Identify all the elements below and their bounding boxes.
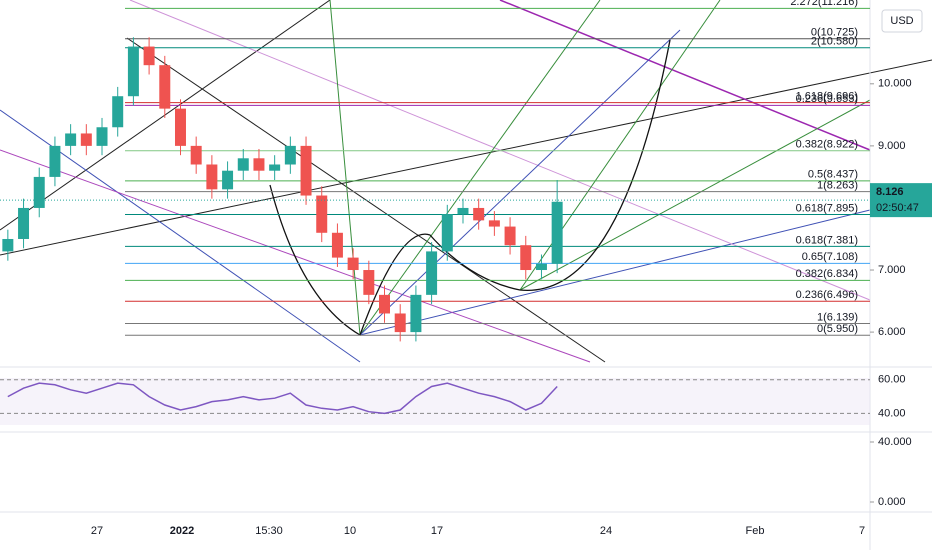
x-tick-label: 2022: [170, 525, 194, 537]
fib-label: 2(10.580): [811, 36, 858, 48]
candle-body: [143, 46, 155, 66]
fib-label: 1.618(9.696): [796, 91, 858, 103]
rsi-line: [7, 382, 558, 415]
fan-line: [359, 29, 681, 336]
last-price: 8.126: [876, 186, 904, 198]
candle-body: [174, 108, 186, 146]
candle-body: [316, 195, 328, 233]
candle-body: [80, 133, 92, 146]
fan-line: [519, 99, 871, 291]
fib-label: 0.382(6.834): [796, 268, 858, 280]
rsi-tick-label: 60.00: [878, 374, 906, 386]
currency-button[interactable]: [881, 9, 923, 33]
x-tick-label: 10: [344, 525, 356, 537]
channel-line: [499, 0, 871, 151]
candle-body: [96, 127, 108, 146]
candle-body: [127, 46, 139, 97]
x-tick-label: 24: [600, 525, 612, 537]
x-tick-label: 15:30: [255, 525, 283, 537]
fib-label: 0.618(7.895): [796, 202, 858, 214]
trend-line: [0, 59, 932, 256]
y-tick-label: 10.000: [878, 78, 912, 90]
candle-body: [363, 270, 375, 295]
candle-body: [535, 263, 547, 271]
candle-body: [394, 313, 406, 333]
fan-line: [329, 0, 361, 336]
candle-body: [206, 164, 218, 190]
fib-label: 0.236(9.653): [796, 93, 858, 105]
currency: USD: [890, 15, 913, 27]
x-tick-label: 27: [91, 525, 103, 537]
y-tick-label: 9.000: [878, 140, 906, 152]
fib-label: 0.5(8.437): [808, 169, 858, 181]
candle-body: [551, 201, 563, 264]
candle-body: [300, 145, 312, 196]
candle-body: [18, 207, 30, 239]
candle-body: [222, 170, 234, 190]
fib-label: 0.236(6.496): [796, 289, 858, 301]
candle-body: [520, 245, 532, 271]
fib-label: 2.272(11.216): [790, 0, 858, 8]
candle-body: [284, 145, 296, 165]
x-tick-label: Feb: [746, 525, 765, 537]
candle-body: [504, 226, 516, 246]
fib-label: 0.382(8.922): [796, 139, 858, 151]
candle-body: [112, 96, 124, 128]
candle-body: [473, 207, 485, 221]
candle-body: [159, 65, 171, 109]
candle-body: [331, 232, 343, 258]
candle-body: [2, 238, 14, 252]
candle-body: [190, 145, 202, 165]
candle-body: [441, 214, 453, 252]
last-price-box: [870, 183, 932, 218]
channel-line: [129, 0, 871, 301]
fib-label: 0(10.725): [811, 27, 858, 39]
candle-body: [237, 158, 249, 171]
fib-label: 0.618(7.381): [796, 234, 858, 246]
x-tick-label: 17: [431, 525, 443, 537]
fib-label: 0.65(7.108): [802, 251, 858, 263]
curve-drawing: [269, 39, 671, 336]
candle-body: [457, 207, 469, 215]
candle-body: [410, 294, 422, 333]
candle-body: [33, 176, 45, 208]
fib-label: 0(5.950): [817, 323, 858, 335]
fib-label: 1(6.139): [817, 311, 858, 323]
channel-line: [359, 209, 871, 336]
indicator-tick-label: 0.000: [878, 496, 906, 508]
candle-body: [379, 294, 391, 314]
candle-body: [49, 145, 61, 177]
candle-body: [253, 158, 265, 171]
x-tick-label: 7: [859, 525, 865, 537]
fib-label: 1(8.263): [817, 180, 858, 192]
y-tick-label: 6.000: [878, 326, 906, 338]
y-tick-label: 7.000: [878, 264, 906, 276]
candle-body: [488, 220, 500, 227]
indicator-tick-label: 40.000: [878, 436, 912, 448]
candle-body: [269, 164, 281, 171]
candle-body: [65, 133, 77, 146]
candle-body: [426, 251, 438, 295]
candle-body: [347, 257, 359, 271]
countdown: 02:50:47: [876, 202, 919, 214]
rsi-tick-label: 40.00: [878, 407, 906, 419]
fan-line: [359, 0, 601, 336]
